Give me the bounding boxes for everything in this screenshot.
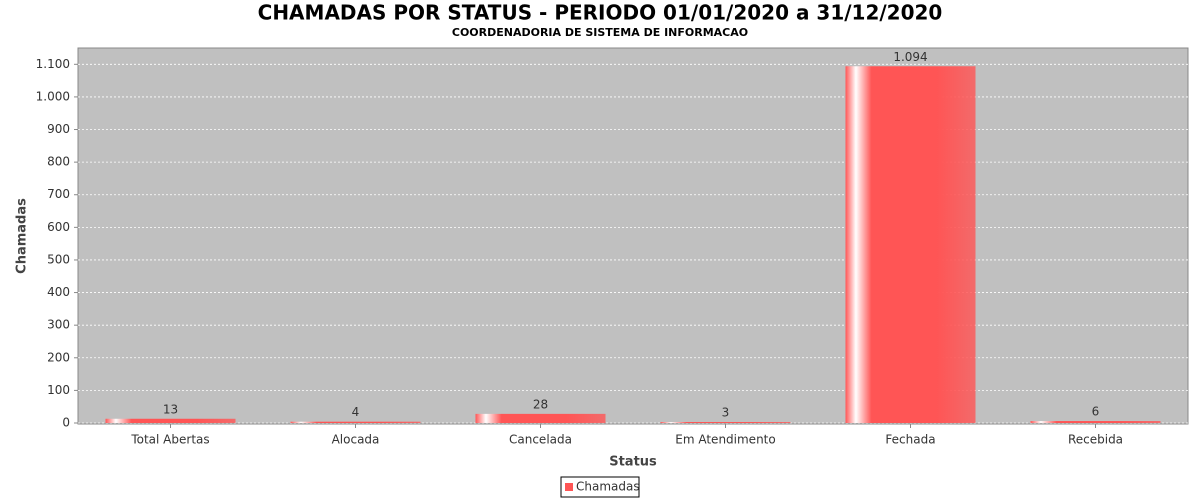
y-tick-label: 900 xyxy=(47,122,70,136)
y-tick-label: 300 xyxy=(47,318,70,332)
x-axis-label: Status xyxy=(609,455,657,470)
y-tick-label: 600 xyxy=(47,220,70,234)
y-tick-label: 1.100 xyxy=(36,57,70,71)
legend-swatch xyxy=(565,483,573,491)
y-tick-label: 800 xyxy=(47,155,70,169)
legend-label: Chamadas xyxy=(576,480,640,494)
bar xyxy=(1030,421,1161,423)
y-tick-label: 400 xyxy=(47,285,70,299)
legend: Chamadas xyxy=(560,476,640,498)
x-tick-label: Fechada xyxy=(885,433,935,447)
chart-subtitle: COORDENADORIA DE SISTEMA DE INFORMACAO xyxy=(452,26,748,39)
value-label: 4 xyxy=(352,405,360,419)
x-tick-label: Total Abertas xyxy=(130,433,209,447)
x-tick-label: Recebida xyxy=(1068,433,1123,447)
y-tick-label: 700 xyxy=(47,187,70,201)
y-tick-label: 1.000 xyxy=(36,89,70,103)
bar xyxy=(475,413,606,423)
bar xyxy=(290,421,421,423)
x-tick-label: Alocada xyxy=(332,433,380,447)
value-label: 1.094 xyxy=(893,50,927,64)
x-tick-label: Em Atendimento xyxy=(675,433,775,447)
bar xyxy=(105,418,236,423)
y-tick-label: 100 xyxy=(47,383,70,397)
legend-box xyxy=(560,476,640,498)
y-tick-label: 200 xyxy=(47,350,70,364)
y-axis-label: Chamadas xyxy=(15,198,30,274)
y-tick-label: 0 xyxy=(62,416,70,430)
value-label: 28 xyxy=(533,397,548,411)
bar xyxy=(660,422,791,423)
chart-title: CHAMADAS POR STATUS - PERIODO 01/01/2020… xyxy=(258,1,943,25)
value-label: 3 xyxy=(722,406,730,420)
value-label: 6 xyxy=(1092,405,1100,419)
x-tick-label: Cancelada xyxy=(509,433,572,447)
y-tick-label: 500 xyxy=(47,252,70,266)
bar xyxy=(845,66,976,424)
value-label: 13 xyxy=(163,402,178,416)
plot-area xyxy=(77,47,1189,425)
